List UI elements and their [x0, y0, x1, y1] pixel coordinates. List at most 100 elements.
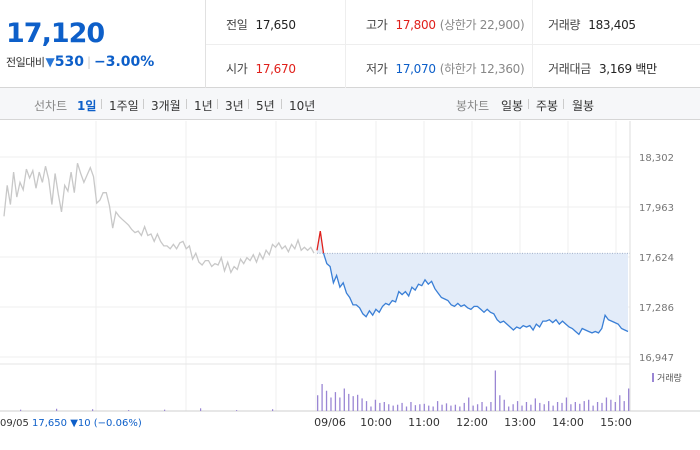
prev-day-info-part: ▼10 — [70, 418, 94, 429]
volume-bar — [628, 388, 630, 411]
volume-bar — [561, 402, 563, 411]
stat-value: 17,800 — [395, 18, 436, 32]
tab-3m[interactable]: 3개월 — [151, 99, 181, 113]
volume-bar — [450, 405, 452, 411]
volume-bar — [468, 397, 470, 411]
divider — [101, 99, 102, 109]
stat-label: 시가 — [226, 62, 248, 76]
volume-bar — [164, 409, 166, 411]
volume-bar — [321, 384, 323, 411]
stat-value: 183,405 — [588, 18, 636, 32]
divider — [563, 99, 564, 109]
volume-bar — [343, 388, 345, 411]
volume-bar — [485, 406, 488, 411]
volume-bar — [605, 397, 608, 411]
volume-bar — [512, 404, 514, 411]
divider — [281, 99, 282, 109]
volume-bar — [592, 405, 594, 411]
divider — [143, 99, 144, 109]
tab-1w[interactable]: 1주일 — [109, 99, 139, 113]
tab-3y[interactable]: 3년 — [225, 99, 244, 113]
divider — [206, 44, 700, 45]
volume-bar — [579, 403, 581, 411]
prev-day-info-part: (−0.06%) — [94, 418, 142, 429]
stat-high: 고가 17,800 (상한가 22,900) — [366, 16, 525, 33]
today-price-line-up — [316, 230, 325, 254]
price-block: 17,120 전일대비▼530 | −3.00% — [0, 0, 206, 88]
volume-bar — [552, 405, 554, 411]
stat-sub: (하한가 12,360) — [439, 62, 525, 76]
volume-bar — [548, 401, 550, 411]
divider — [528, 99, 529, 109]
volume-legend-swatch — [652, 373, 654, 382]
quote-header: 17,120 전일대비▼530 | −3.00% 전일 17,650 고가 17,800… — [0, 0, 700, 88]
stat-label: 전일 — [226, 18, 248, 32]
volume-bar — [565, 397, 568, 411]
chart-tab-bar: 선차트 1일 1주일 3개월 1년 3년 5년 10년 봉차트 일봉 주봉 월봉 — [0, 88, 700, 120]
stat-prev-close: 전일 17,650 — [226, 16, 296, 33]
volume-bar — [401, 402, 403, 411]
volume-bar — [481, 402, 483, 411]
down-triangle-icon: ▼ — [45, 55, 55, 69]
stat-open: 시가 17,670 — [226, 60, 296, 77]
volume-bar — [619, 395, 621, 411]
volume-bar — [503, 399, 505, 411]
volume-bar — [405, 406, 408, 411]
volume-bar — [583, 401, 585, 411]
volume-bar — [516, 401, 519, 411]
volume-bar — [325, 390, 328, 411]
stat-label: 거래대금 — [548, 62, 591, 76]
y-tick-label: 17,963 — [639, 203, 674, 214]
stat-value: 3,169 백만 — [598, 62, 657, 76]
volume-bar — [419, 404, 421, 411]
x-tick-label: 15:00 — [600, 416, 632, 429]
volume-bar — [570, 404, 572, 411]
current-price: 17,120 — [6, 18, 105, 49]
x-tick-label: 10:00 — [360, 416, 392, 429]
volume-bar — [388, 404, 390, 411]
volume-bar — [556, 402, 559, 411]
volume-legend-label: 거래량 — [657, 372, 682, 384]
x-tick-label: 13:00 — [504, 416, 536, 429]
tab-1y[interactable]: 1년 — [194, 99, 213, 113]
volume-bar — [543, 404, 545, 411]
prev-day-info-part: 17,650 — [29, 418, 70, 429]
volume-bar — [539, 402, 541, 411]
tab-weekly-candle[interactable]: 주봉 — [536, 99, 559, 113]
volume-bar — [383, 402, 385, 411]
volume-bar — [534, 398, 536, 411]
volume-bar — [454, 404, 457, 411]
y-tick-label: 16,947 — [639, 353, 674, 364]
volume-bar — [596, 402, 599, 411]
tab-1d[interactable]: 1일 — [77, 99, 97, 113]
stat-label: 고가 — [366, 18, 388, 32]
volume-bar — [490, 402, 492, 411]
volume-bar — [463, 402, 465, 411]
stat-label: 저가 — [366, 62, 388, 76]
volume-bar — [525, 402, 528, 411]
prev-day-info-part: 09/05 — [0, 418, 29, 429]
volume-bar — [236, 410, 238, 411]
volume-bar — [339, 397, 341, 411]
tab-daily-candle[interactable]: 일봉 — [501, 99, 524, 113]
y-tick-label: 18,302 — [639, 153, 674, 164]
volume-bar — [396, 404, 399, 411]
stat-low: 저가 17,070 (하한가 12,360) — [366, 60, 525, 77]
volume-bar — [601, 402, 603, 411]
volume-bar — [414, 405, 417, 411]
stat-amount: 거래대금 3,169 백만 — [548, 60, 657, 77]
line-chart-label: 선차트 — [34, 99, 68, 113]
tab-5y[interactable]: 5년 — [256, 99, 275, 113]
volume-bar — [436, 401, 439, 411]
volume-bar — [428, 405, 430, 411]
volume-bar — [445, 403, 448, 411]
intraday-chart: 18,302 17,963 17,624 17,286 16,947 거래량 09/06 10… — [0, 121, 700, 450]
tab-monthly-candle[interactable]: 월봉 — [572, 99, 595, 113]
volume-bar — [614, 402, 616, 411]
divider — [186, 99, 187, 109]
tab-10y[interactable]: 10년 — [289, 99, 316, 113]
x-tick-label: 09/06 — [314, 416, 346, 429]
volume-bar — [370, 406, 372, 411]
volume-bar — [610, 399, 612, 411]
volume-bar — [330, 397, 332, 411]
